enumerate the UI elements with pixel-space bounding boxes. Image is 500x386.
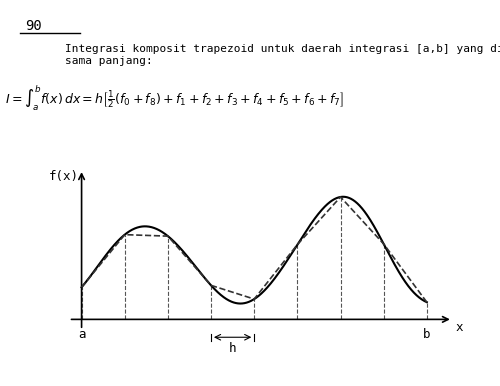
Text: 90: 90: [25, 19, 42, 33]
Text: $I = \int_a^b f(x)\,dx = h\left[\frac{1}{2}(f_0 + f_8)+ f_1 + f_2 + f_3 + f_4 + : $I = \int_a^b f(x)\,dx = h\left[\frac{1}…: [6, 83, 344, 112]
Text: h: h: [229, 342, 236, 355]
Text: sama panjang:: sama panjang:: [65, 56, 153, 66]
Text: b: b: [423, 328, 430, 341]
Text: f(x): f(x): [50, 170, 80, 183]
Text: a: a: [78, 328, 86, 341]
Text: Integrasi komposit trapezoid untuk daerah integrasi [a,b] yang dibagi 8: Integrasi komposit trapezoid untuk daera…: [65, 44, 500, 54]
Text: x: x: [456, 322, 463, 334]
